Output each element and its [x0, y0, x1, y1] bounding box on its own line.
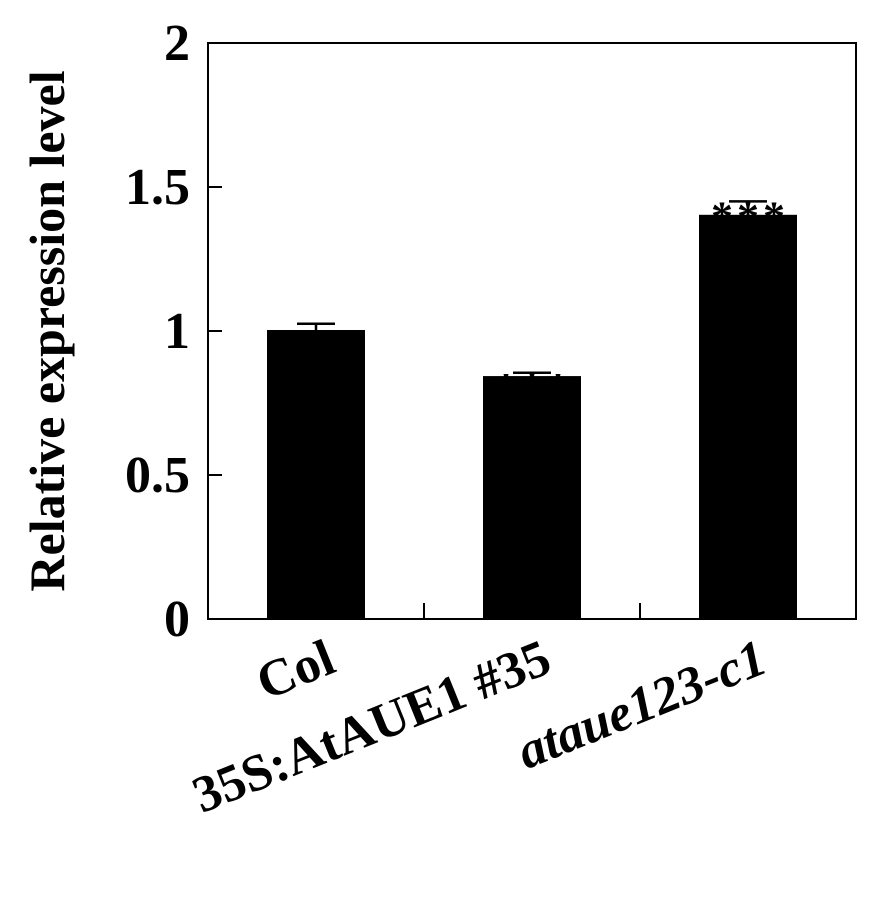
significance-labels: *** ***	[495, 192, 789, 413]
y-axis-ticks	[208, 186, 222, 476]
bars	[267, 214, 797, 621]
x-axis-ticks	[423, 603, 641, 619]
x-tick-label: ataue123-c1	[509, 629, 774, 780]
bar	[483, 376, 581, 620]
y-tick-label: 2	[164, 15, 190, 72]
y-tick-label: 0.5	[125, 447, 190, 504]
y-tick-label: 0	[164, 591, 190, 648]
x-tick-label: 35S:AtAUE1 #35	[185, 629, 559, 824]
bar	[699, 214, 797, 621]
y-axis-title: Relative expression level	[19, 70, 75, 591]
plot-area: *** ***	[207, 42, 857, 621]
bar	[267, 330, 365, 620]
significance-label: ***	[495, 364, 573, 413]
y-axis-tick-labels: 0 0.5 1 1.5 2	[125, 15, 190, 648]
error-bars	[297, 200, 767, 378]
x-tick-label: Col	[249, 629, 343, 711]
y-tick-label: 1	[164, 303, 190, 360]
significance-label: ***	[711, 192, 789, 241]
y-tick-label: 1.5	[125, 159, 190, 216]
